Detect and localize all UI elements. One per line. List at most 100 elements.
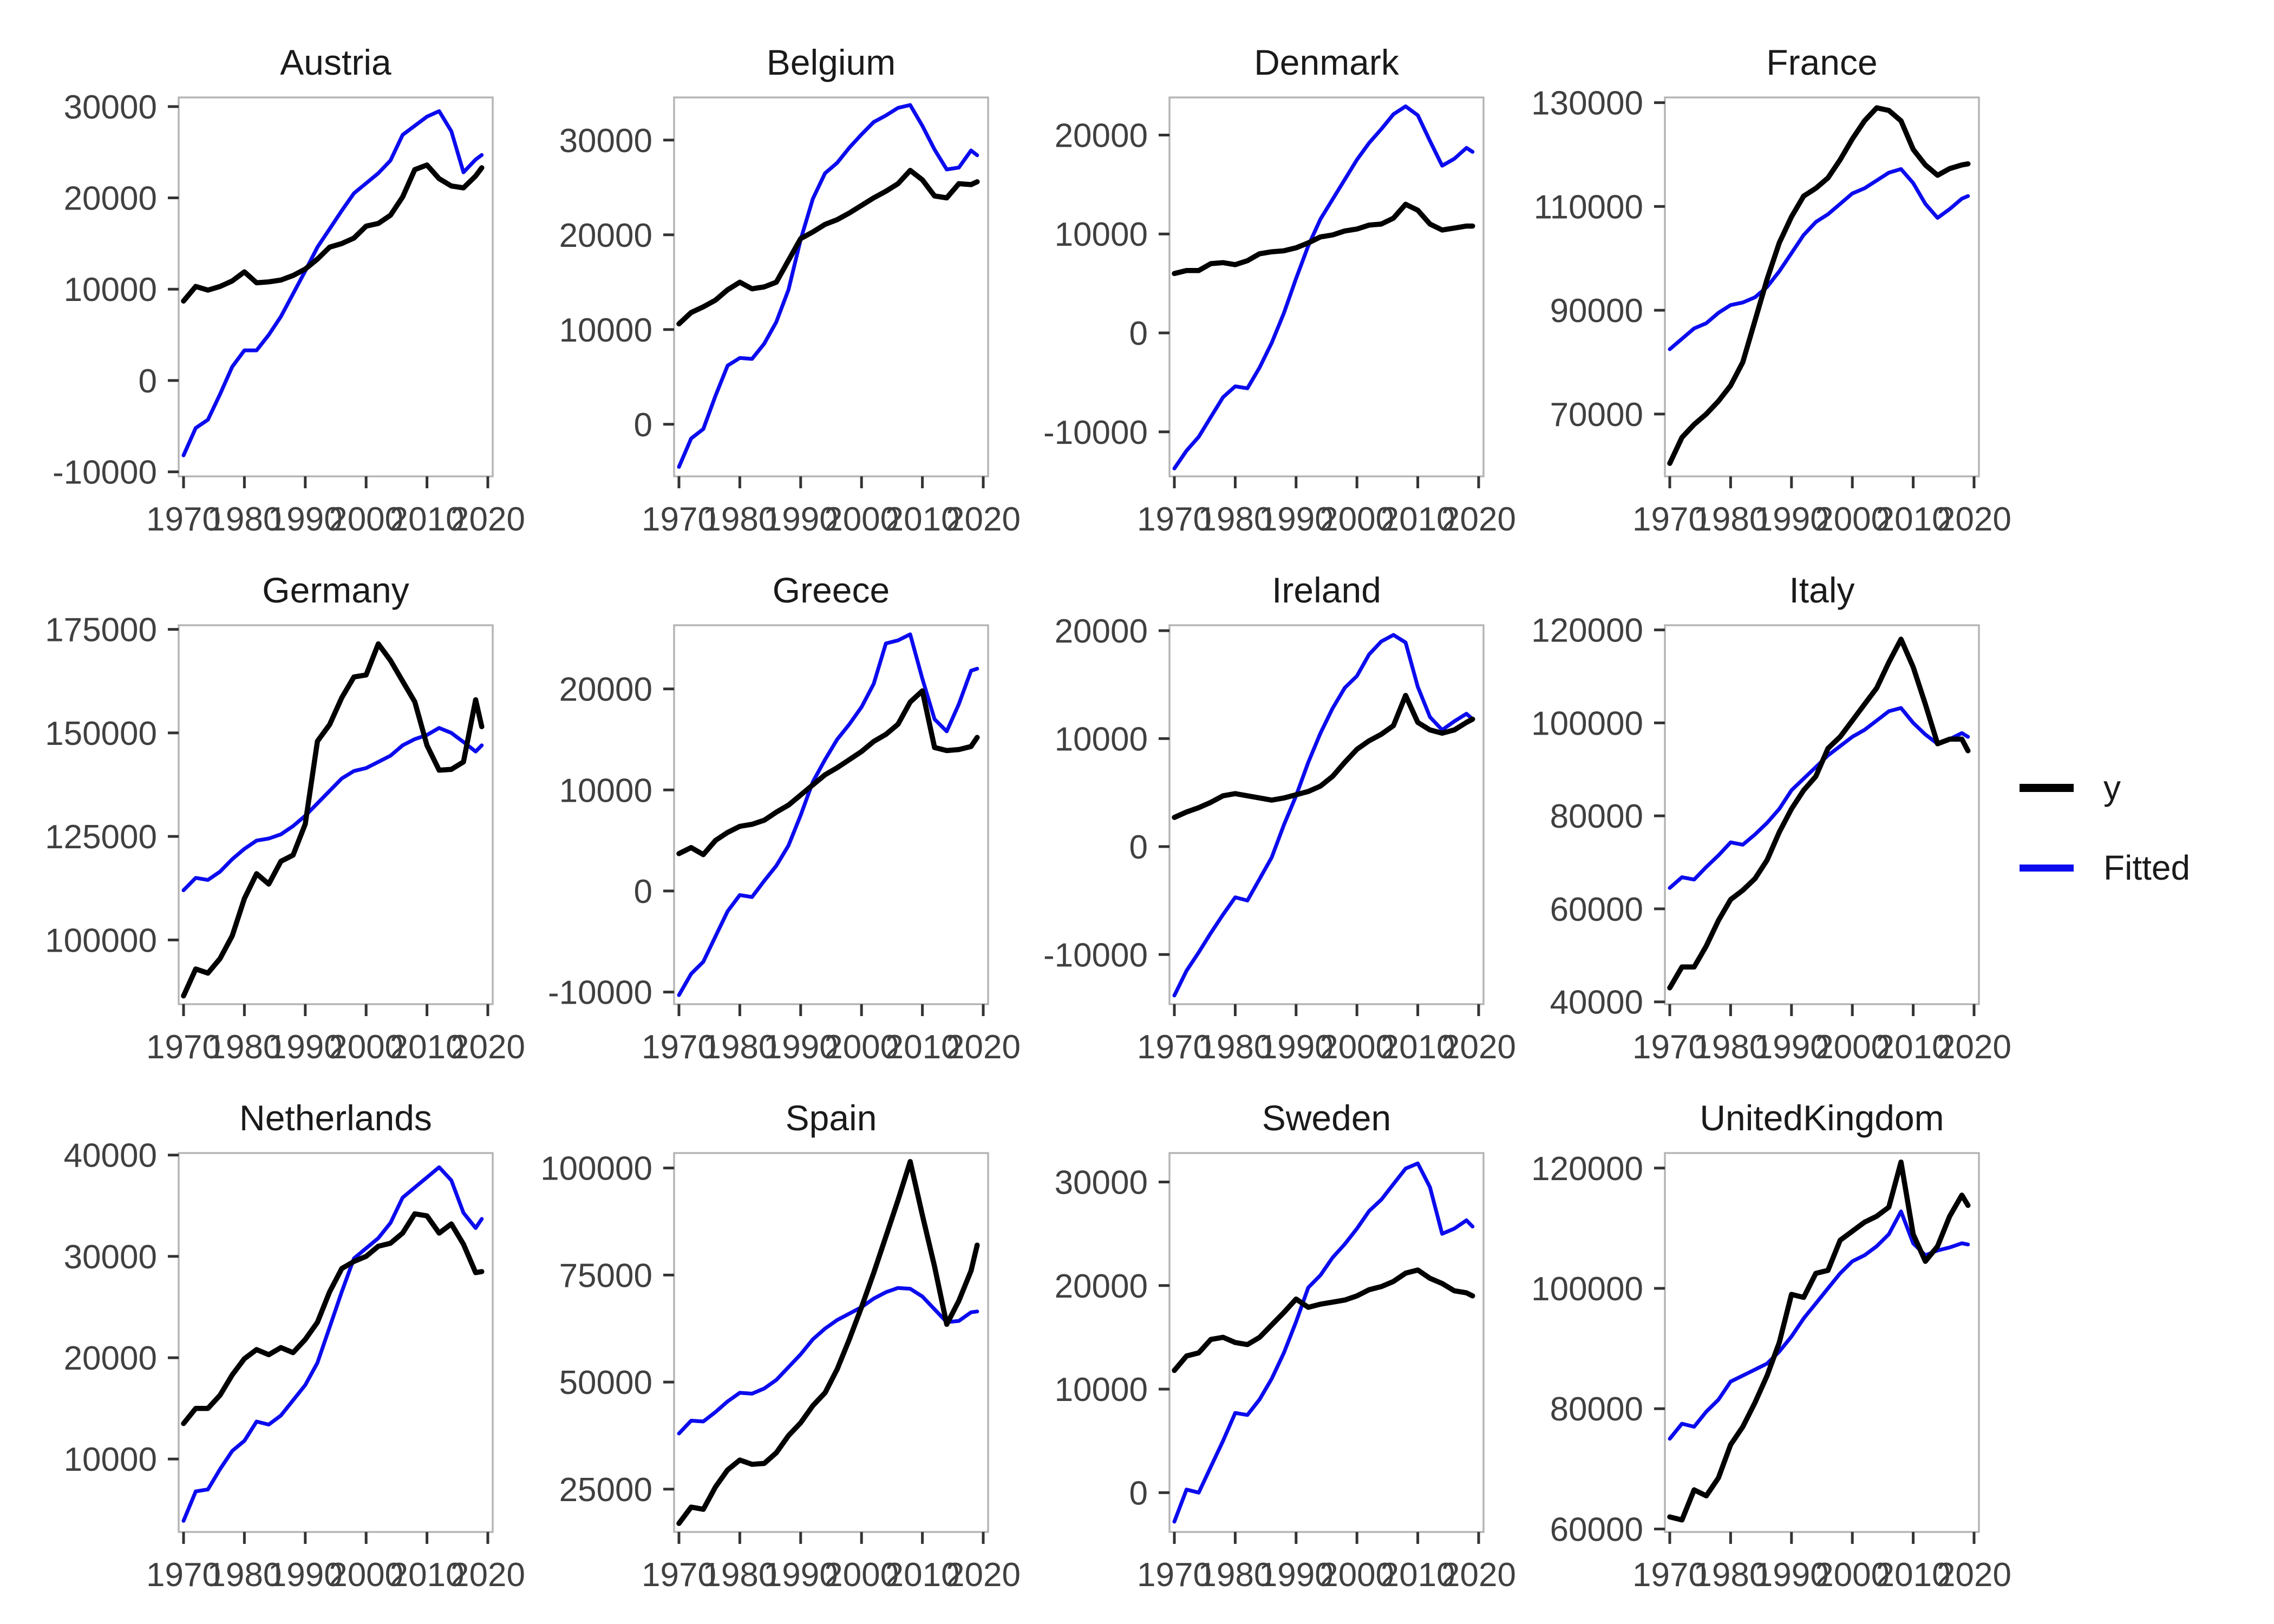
x-tick-label: 1970	[146, 1556, 221, 1594]
y-tick-label: 20000	[559, 217, 652, 254]
panel-svg: Greece-100000100002000019701980199020002…	[548, 570, 1021, 1066]
x-tick-label: 1980	[702, 1556, 777, 1594]
panel-border	[673, 1152, 989, 1533]
panel-border	[1664, 624, 1980, 1005]
fitted-series-line	[677, 103, 979, 469]
panel-svg: Sweden0100002000030000197019801990200020…	[1055, 1098, 1516, 1594]
panel-title: Sweden	[1262, 1098, 1391, 1138]
x-tick-label: 2000	[1319, 1556, 1394, 1594]
x-tick-label: 1970	[642, 1029, 716, 1066]
y-tick-label: 0	[1129, 315, 1148, 352]
facet-panel-germany: Germany 100000 125000 150000 175000 1970 1980 1…	[5, 539, 525, 1080]
y-series-line	[676, 1159, 980, 1526]
panel-title: France	[1766, 42, 1877, 82]
panel-border	[178, 624, 494, 1005]
x-tick-label: 2000	[824, 1556, 899, 1594]
x-tick-label: 2000	[824, 501, 899, 538]
x-tick-label: 2010	[390, 1029, 465, 1066]
y-series-line	[676, 688, 980, 857]
x-tick-label: 1970	[1632, 501, 1707, 538]
panel-title: Netherlands	[239, 1098, 432, 1138]
panel-border	[178, 96, 494, 477]
y-tick-label: 20000	[64, 1340, 157, 1377]
y-tick-label: -10000	[1043, 937, 1148, 974]
panel-svg: Italy 40000 60000 80000 100000 120000 19701980…	[1531, 570, 2011, 1066]
x-tick-label: 1970	[642, 501, 716, 538]
fitted-series-line	[1172, 104, 1475, 470]
y-tick-label: -10000	[1043, 414, 1148, 451]
panel-border	[1168, 1152, 1485, 1533]
x-tick-label: 1990	[268, 1029, 343, 1066]
panel-svg: Spain25000500007500010000019701980199020…	[540, 1098, 1021, 1594]
y-tick-label: 100000	[1531, 1271, 1643, 1308]
facet-panel-netherlands: Netherlands 10000 20000 30000 40000 1970 1980 1…	[5, 1066, 525, 1608]
y-tick-label: 20000	[1055, 613, 1148, 650]
x-tick-label: 1990	[1754, 1556, 1829, 1594]
x-tick-label: 1970	[1137, 1029, 1212, 1066]
legend-item-y: y	[2020, 769, 2269, 807]
x-tick-label: 1990	[1259, 1029, 1334, 1066]
y-tick-label: 0	[139, 363, 157, 400]
y-tick-label: 60000	[1550, 1511, 1643, 1548]
panel-border	[1168, 96, 1485, 477]
x-tick-label: 1970	[642, 1556, 716, 1594]
y-series-line	[1172, 692, 1475, 820]
fitted-series-line	[181, 109, 484, 457]
fitted-series-line	[1668, 706, 1970, 890]
y-tick-label: 10000	[64, 1441, 157, 1478]
x-tick-label: 2020	[946, 1029, 1021, 1066]
y-tick-label: 30000	[64, 1239, 157, 1276]
y-tick-label: 20000	[559, 671, 652, 709]
y-tick-label: 30000	[559, 122, 652, 160]
panel-border	[1664, 96, 1980, 477]
y-tick-label: 20000	[1055, 117, 1148, 154]
x-tick-label: 2000	[1319, 501, 1394, 538]
x-tick-label: 1970	[146, 501, 221, 538]
fitted-series-line	[181, 726, 484, 893]
x-tick-label: 1990	[268, 501, 343, 538]
x-tick-label: 1980	[702, 501, 777, 538]
facet-panel-italy: Italy 40000 60000 80000 100000 120000 1970 1980…	[1492, 539, 2011, 1080]
x-tick-label: 2020	[450, 501, 525, 538]
x-tick-label: 2000	[1319, 1029, 1394, 1066]
x-tick-label: 1970	[1137, 1556, 1212, 1594]
y-tick-label: 90000	[1550, 292, 1643, 330]
x-tick-label: 1990	[1259, 501, 1334, 538]
facet-panel-austria: Austria -10000 0 10000 20000 30000 1970 1980 199…	[5, 11, 525, 552]
x-tick-label: 2020	[450, 1556, 525, 1594]
y-series-line	[1667, 105, 1971, 466]
panel-title: UnitedKingdom	[1700, 1098, 1944, 1138]
facet-panel-france: France 70000 90000 110000 130000 1970 1980 1990…	[1492, 11, 2011, 552]
x-tick-label: 2010	[1381, 1029, 1455, 1066]
legend-item-fitted: Fitted	[2020, 849, 2269, 887]
x-tick-label: 1980	[1693, 1029, 1768, 1066]
x-tick-label: 1980	[1693, 501, 1768, 538]
fitted-series-line	[1172, 633, 1475, 998]
x-tick-label: 2010	[1381, 501, 1455, 538]
y-tick-label: 20000	[1055, 1268, 1148, 1305]
y-tick-label: 10000	[559, 312, 652, 349]
y-tick-label: 75000	[559, 1257, 652, 1294]
panel-border	[178, 1152, 494, 1533]
legend-label-y: y	[2103, 768, 2121, 807]
panel-svg: Belgium010000200003000019701980199020002…	[559, 42, 1021, 538]
y-tick-label: 40000	[64, 1137, 157, 1175]
fitted-series-line	[677, 1286, 979, 1436]
panel-svg: Austria -10000 0 10000 20000 30000 19701980199…	[53, 42, 525, 538]
fitted-series-line	[1172, 1161, 1475, 1524]
x-tick-label: 2010	[1876, 1029, 1951, 1066]
facet-panel-ireland: Ireland -10000 0 10000 20000 1970 1980 1990 2000…	[996, 539, 1516, 1080]
facet-panel-unitedkingdom: UnitedKingdom 60000 80000 100000 120000 1970 1…	[1492, 1066, 2011, 1608]
panel-border	[1664, 1152, 1980, 1533]
panel-title: Denmark	[1254, 42, 1400, 82]
x-tick-label: 2010	[885, 501, 960, 538]
x-tick-label: 2000	[1815, 501, 1890, 538]
x-tick-label: 2020	[1441, 1556, 1516, 1594]
y-tick-label: 25000	[559, 1471, 652, 1509]
y-tick-label: 20000	[64, 180, 157, 218]
x-tick-label: 1980	[207, 1029, 282, 1066]
panel-svg: Germany 100000 125000 150000 175000 197019801…	[45, 570, 525, 1066]
x-tick-label: 2020	[1441, 1029, 1516, 1066]
panel-border	[1168, 624, 1485, 1005]
